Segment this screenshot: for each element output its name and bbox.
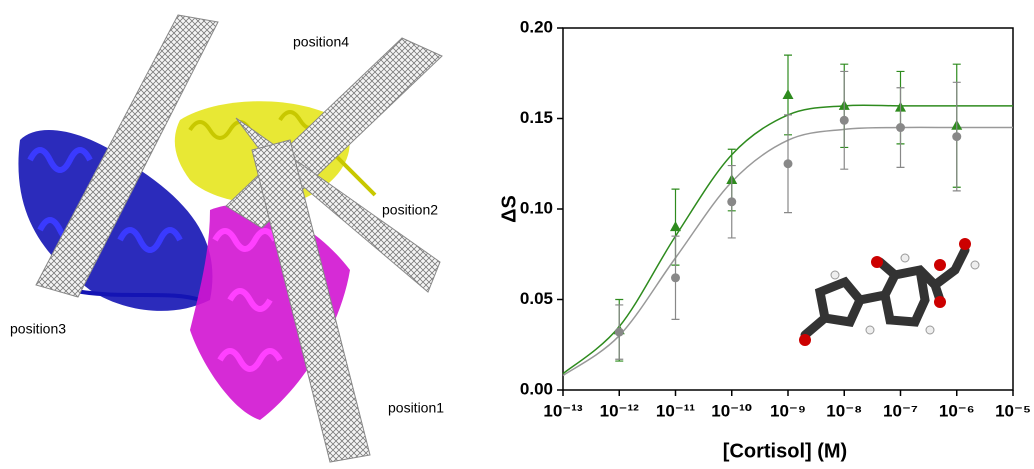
fit-line — [562, 126, 1013, 377]
x-tick-label: 10⁻⁹ — [770, 401, 806, 420]
nanotube — [251, 139, 371, 463]
y-axis-label: ΔS — [498, 195, 520, 223]
data-point — [783, 159, 793, 169]
x-tick-label: 10⁻⁵ — [995, 401, 1031, 420]
x-tick-label: 10⁻⁶ — [939, 401, 975, 420]
data-point — [896, 123, 905, 133]
x-tick-label: 10⁻⁷ — [883, 401, 918, 420]
data-point — [614, 327, 624, 337]
data-point — [727, 197, 737, 207]
atom — [934, 259, 946, 271]
y-tick-label: 0.10 — [520, 198, 553, 217]
data-point — [839, 115, 849, 125]
atom — [871, 256, 883, 268]
atom — [970, 260, 980, 270]
data-point — [782, 88, 794, 99]
y-tick-label: 0.15 — [520, 108, 553, 127]
atom — [865, 325, 875, 335]
position-label: position2 — [382, 202, 438, 218]
y-tick-label: 0.00 — [520, 379, 553, 398]
nanotube — [35, 14, 219, 298]
x-tick-label: 10⁻¹³ — [543, 401, 583, 420]
x-tick-label: 10⁻¹¹ — [656, 401, 696, 420]
position-label: position3 — [10, 321, 66, 337]
data-point — [670, 221, 681, 232]
data-point — [671, 273, 680, 283]
data-point — [952, 132, 962, 142]
x-tick-label: 10⁻¹² — [600, 401, 640, 420]
magenta-helices — [212, 228, 283, 372]
x-tick-label: 10⁻⁸ — [826, 401, 862, 420]
atom — [799, 334, 811, 346]
position-label: position4 — [293, 34, 349, 50]
position-label: position1 — [388, 400, 444, 416]
y-tick-label: 0.05 — [520, 289, 553, 308]
molecule-bonds — [800, 245, 970, 340]
protein-illustration: position4 position2 position3 position1 — [10, 14, 444, 463]
fit-line — [562, 104, 1013, 375]
atom — [925, 325, 935, 335]
atom — [934, 296, 946, 308]
molecule-inset — [799, 238, 980, 346]
x-axis-label: [Cortisol] (M) — [723, 440, 847, 462]
y-tick-label: 0.20 — [520, 17, 553, 36]
atom — [900, 253, 910, 263]
x-tick-label: 10⁻¹⁰ — [711, 401, 752, 420]
atom — [830, 270, 840, 280]
blue-loop — [69, 288, 201, 302]
atom — [959, 238, 971, 250]
